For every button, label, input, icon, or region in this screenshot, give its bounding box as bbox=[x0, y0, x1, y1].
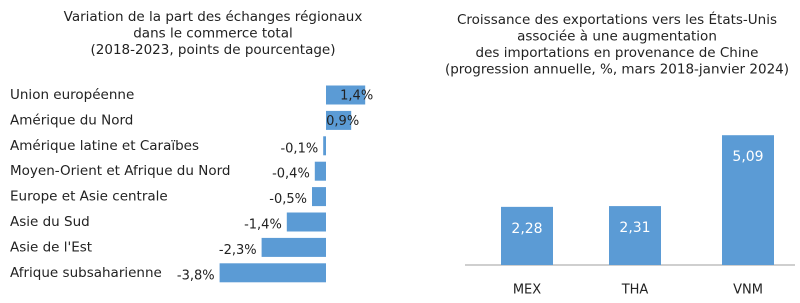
bar bbox=[501, 206, 553, 265]
bar bbox=[219, 263, 326, 283]
value-label: 1,4% bbox=[340, 89, 373, 104]
value-label: -0,5% bbox=[269, 192, 307, 207]
category-label: Europe et Asie centrale bbox=[10, 189, 168, 205]
category-label: Afrique subsaharienne bbox=[10, 265, 162, 281]
category-label: Amérique du Nord bbox=[10, 112, 133, 128]
bar bbox=[261, 237, 326, 257]
category-label: Asie de l'Est bbox=[10, 239, 92, 255]
category-label: Union européenne bbox=[10, 87, 134, 103]
chart-title: des importations en provenance de Chine bbox=[476, 45, 759, 61]
bar bbox=[323, 136, 326, 156]
bar bbox=[314, 161, 326, 181]
bar bbox=[312, 187, 326, 207]
chart-title: Variation de la part des échanges région… bbox=[64, 9, 363, 25]
value-label: 0,9% bbox=[326, 114, 359, 129]
category-label: Asie du Sud bbox=[10, 214, 90, 230]
x-tick-label: THA bbox=[621, 283, 649, 298]
bar bbox=[326, 85, 366, 105]
category-label: Moyen-Orient et Afrique du Nord bbox=[10, 163, 230, 179]
value-label: 2,31 bbox=[619, 220, 650, 236]
value-label: -3,8% bbox=[177, 268, 215, 283]
bar bbox=[722, 135, 774, 265]
value-label: -0,1% bbox=[280, 141, 318, 156]
value-label: -2,3% bbox=[219, 243, 257, 258]
value-label: -0,4% bbox=[272, 167, 310, 182]
chart-title: (2018-2023, points de pourcentage) bbox=[91, 42, 336, 58]
chart-title: (progression annuelle, %, mars 2018-janv… bbox=[445, 62, 789, 78]
chart-title: associée à une augmentation bbox=[517, 29, 717, 45]
value-label: 2,28 bbox=[511, 221, 542, 237]
x-tick-label: VNM bbox=[733, 283, 763, 298]
chart-title: dans le commerce total bbox=[133, 26, 293, 42]
value-label: -1,4% bbox=[244, 218, 282, 233]
x-tick-label: MEX bbox=[513, 283, 541, 298]
value-label: 5,09 bbox=[732, 149, 763, 165]
category-label: Amérique latine et Caraïbes bbox=[10, 138, 199, 154]
bar bbox=[326, 110, 352, 130]
bar bbox=[609, 206, 661, 265]
chart-title: Croissance des exportations vers les Éta… bbox=[457, 11, 777, 28]
bar bbox=[286, 212, 326, 232]
